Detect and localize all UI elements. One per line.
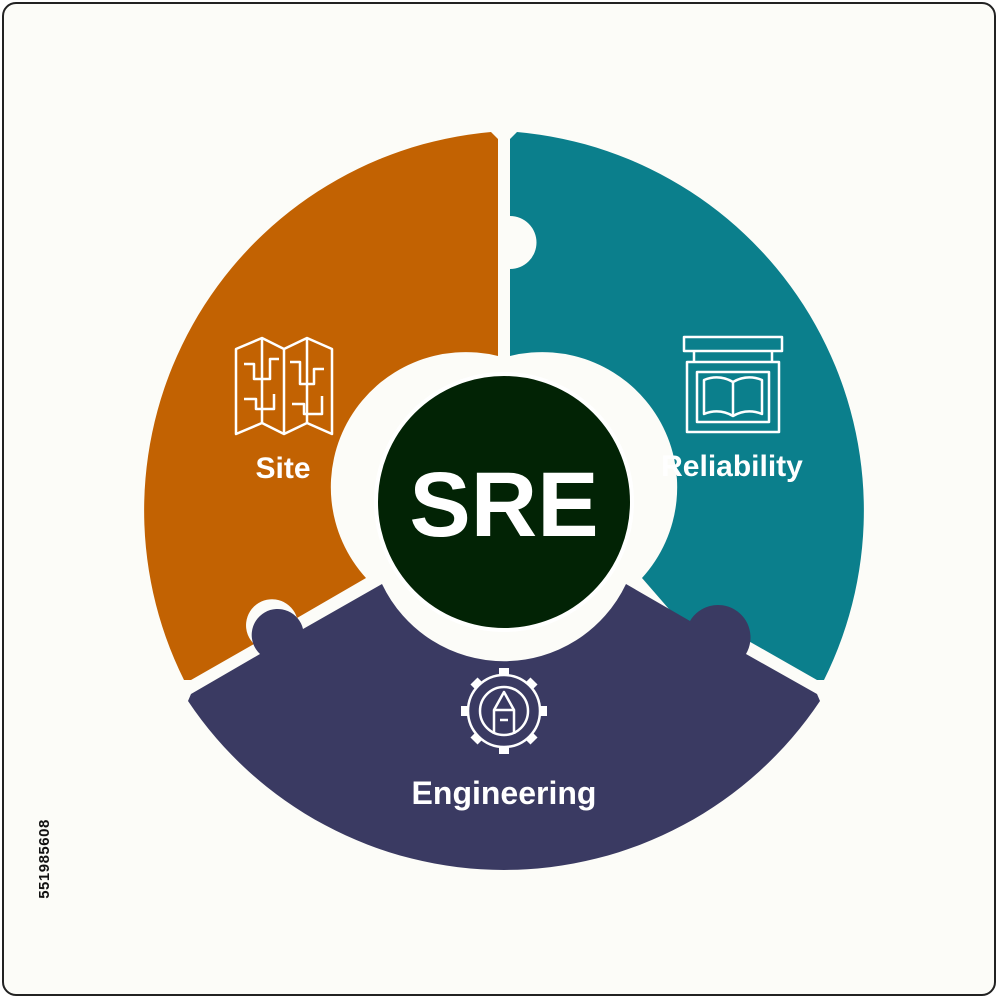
segment-reliability-label: Reliability [661, 450, 803, 483]
map-icon [234, 336, 334, 436]
sre-puzzle-diagram: SRE Site Reliability [144, 132, 864, 870]
book-signboard-icon [682, 335, 784, 434]
center-circle [374, 372, 634, 632]
segment-site-label: Site [255, 452, 310, 485]
segment-engineering [188, 584, 820, 870]
stock-id-text: 551985608 [36, 819, 53, 899]
gear-pencil-icon [461, 668, 547, 754]
segment-engineering-label: Engineering [412, 775, 597, 811]
center-label: SRE [409, 454, 598, 556]
